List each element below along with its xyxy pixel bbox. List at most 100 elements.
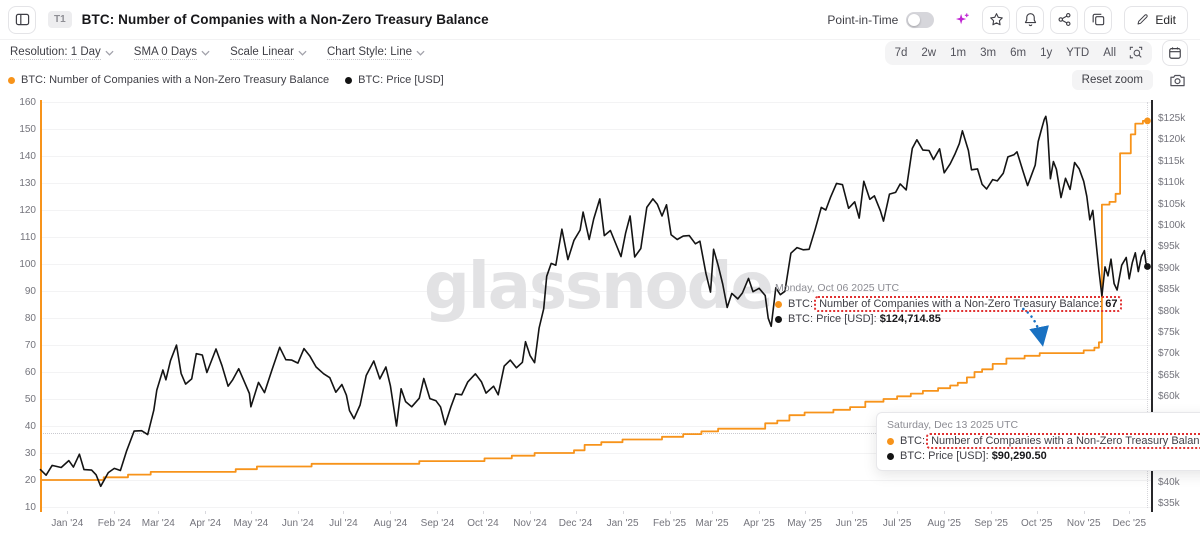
latest-point-crosshair-line <box>1147 102 1149 508</box>
gridline <box>40 129 1152 130</box>
y-axis-right-tick-label: $35k <box>1158 498 1180 509</box>
date-picker-button[interactable] <box>1162 40 1188 66</box>
y-axis-left-tick-label: 90 <box>24 286 36 297</box>
sidebar-toggle-button[interactable] <box>8 5 36 34</box>
gridline <box>40 102 1152 103</box>
zoom-selection-button[interactable] <box>1123 46 1149 60</box>
star-icon <box>989 13 1003 26</box>
range-button-1m[interactable]: 1m <box>943 44 973 62</box>
y-axis-right-tick-label: $115k <box>1158 155 1185 167</box>
y-axis-right-tick-label: $105k <box>1158 198 1186 210</box>
x-axis-tick-label: Nov '24 <box>513 518 547 529</box>
red-annotation-box: Number of Companies with a Non-Zero Trea… <box>926 433 1200 449</box>
range-button-7d[interactable]: 7d <box>888 44 915 62</box>
x-axis-tick <box>297 511 299 514</box>
y-axis-left-tick-label: 130 <box>19 178 36 189</box>
range-button-2w[interactable]: 2w <box>914 44 943 62</box>
right-axis-line <box>1151 100 1153 512</box>
y-axis-right-tick-label: $120k <box>1158 134 1186 146</box>
resolution-dropdown[interactable]: Resolution: 1 Day <box>10 46 114 60</box>
x-axis-tick <box>669 511 671 514</box>
legend-bar: BTC: Number of Companies with a Non-Zero… <box>0 66 1200 94</box>
red-annotation-box: Number of Companies with a Non-Zero Trea… <box>814 296 1123 312</box>
x-axis-tick <box>343 511 345 514</box>
x-axis-tick <box>482 511 484 514</box>
x-axis-tick-label: Sep '25 <box>974 518 1008 529</box>
alerts-button[interactable] <box>1016 5 1045 34</box>
calendar-icon <box>1169 47 1181 59</box>
range-button-1y[interactable]: 1y <box>1033 44 1059 62</box>
legend-item-companies[interactable]: BTC: Number of Companies with a Non-Zero… <box>8 74 329 86</box>
x-axis-tick <box>944 511 946 514</box>
x-axis-tick-label: Nov '25 <box>1066 518 1101 529</box>
ai-assistant-button[interactable] <box>948 5 977 34</box>
scale-dropdown[interactable]: Scale Linear <box>230 46 307 60</box>
camera-icon[interactable] <box>1169 73 1186 88</box>
chart-plot-area[interactable] <box>39 100 1152 512</box>
x-axis-tick <box>1036 511 1038 514</box>
x-axis-tick <box>158 511 160 514</box>
y-axis-right-tick-label: $75k <box>1158 326 1180 338</box>
x-axis-tick <box>622 511 624 514</box>
y-axis-left-tick-label: 40 <box>24 421 36 432</box>
x-axis-tick-label: Mar '25 <box>695 518 729 529</box>
series-end-dot <box>1144 117 1151 125</box>
x-axis-tick <box>712 511 714 514</box>
x-axis-tick-label: Oct '25 <box>1021 518 1053 529</box>
y-axis-left-tick-label: 100 <box>19 259 36 270</box>
edit-button[interactable]: Edit <box>1124 5 1188 34</box>
range-button-6m[interactable]: 6m <box>1003 44 1033 62</box>
x-axis-tick <box>250 511 252 514</box>
x-axis-tick <box>437 511 439 514</box>
favorite-button[interactable] <box>982 5 1011 34</box>
range-button-3m[interactable]: 3m <box>973 44 1003 62</box>
share-icon <box>1058 13 1071 26</box>
x-axis-tick-label: Aug '24 <box>373 518 408 529</box>
sma-dropdown[interactable]: SMA 0 Days <box>133 46 210 60</box>
x-axis-tick <box>1129 511 1131 514</box>
dotted-threshold-line <box>40 432 1152 434</box>
x-axis-tick <box>804 511 806 514</box>
y-axis-left-tick-label: 50 <box>24 394 36 405</box>
y-axis-left-tick-label: 10 <box>24 502 36 513</box>
x-axis-tick-label: Aug '25 <box>927 518 961 529</box>
x-axis-tick-label: Jun '25 <box>835 518 868 529</box>
y-axis-right-tick-label: $125k <box>1158 113 1186 124</box>
tooltip-companies-row: BTC: Number of Companies with a Non-Zero … <box>775 296 1123 312</box>
x-axis-tick-label: Apr '25 <box>743 518 775 529</box>
chevron-down-icon <box>105 50 114 56</box>
y-axis-left-tick-label: 120 <box>19 205 36 216</box>
x-axis-tick <box>759 511 761 514</box>
reset-zoom-button[interactable]: Reset zoom <box>1071 70 1153 90</box>
legend-label-companies: BTC: Number of Companies with a Non-Zero… <box>21 74 330 86</box>
x-axis-tick <box>575 511 577 514</box>
header-bar: T1 BTC: Number of Companies with a Non-Z… <box>0 0 1200 40</box>
y-axis-right-tick-label: $65k <box>1158 369 1180 381</box>
legend-label-price: BTC: Price [USD] <box>358 74 444 86</box>
legend-dot-companies <box>8 76 15 84</box>
x-axis-tick-label: May '24 <box>233 518 269 529</box>
gridline <box>40 318 1152 319</box>
gridline <box>40 345 1152 346</box>
x-axis-tick-label: Jan '25 <box>606 518 639 529</box>
legend-item-price[interactable]: BTC: Price [USD] <box>345 74 444 86</box>
y-axis-right-tick-label: $90k <box>1158 262 1180 274</box>
x-axis-tick <box>1083 511 1085 514</box>
range-button-all[interactable]: All <box>1096 44 1123 62</box>
chevron-down-icon <box>416 50 425 56</box>
y-axis-left-tick-label: 60 <box>24 367 36 378</box>
left-axis-line <box>40 100 42 512</box>
x-axis-tick-label: Feb '24 <box>97 518 131 529</box>
duplicate-button[interactable] <box>1084 5 1113 34</box>
x-axis-tick-label: Dec '24 <box>558 518 593 529</box>
page-title: BTC: Number of Companies with a Non-Zero… <box>81 12 489 27</box>
time-range-group: 7d 2w 1m 3m 6m 1y YTD All <box>884 41 1152 65</box>
bell-icon <box>1024 13 1036 27</box>
chart-style-dropdown[interactable]: Chart Style: Line <box>327 46 425 60</box>
share-button[interactable] <box>1050 5 1079 34</box>
range-button-ytd[interactable]: YTD <box>1059 44 1096 62</box>
point-in-time-toggle[interactable] <box>906 11 935 28</box>
chevron-down-icon <box>201 50 210 56</box>
blue-dotted-arrow <box>1022 307 1049 347</box>
